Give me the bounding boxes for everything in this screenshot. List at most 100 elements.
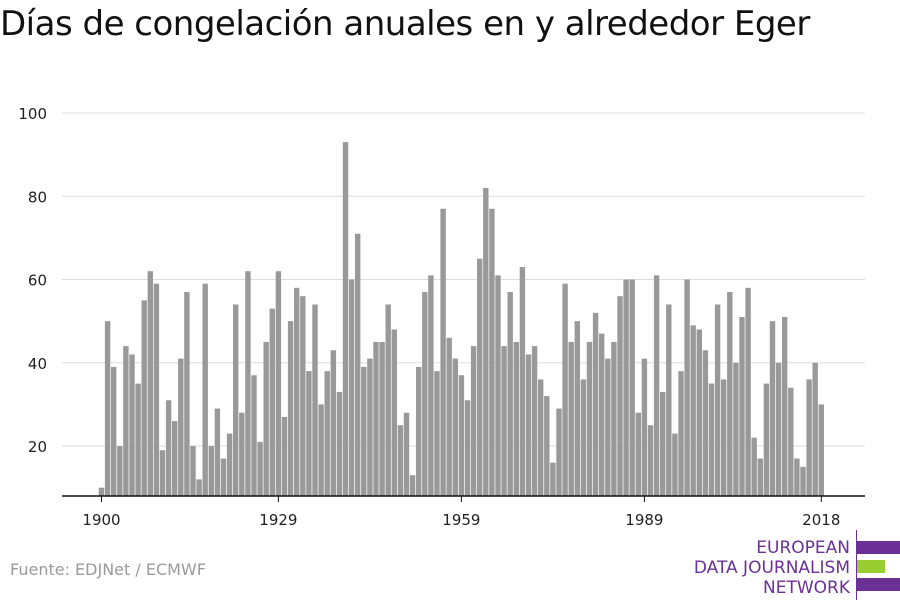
bar-1940 [342, 142, 349, 497]
bar-1995 [678, 371, 684, 496]
x-tick-label: 1959 [442, 511, 480, 529]
bar-1908 [147, 271, 153, 496]
bar-1963 [483, 187, 489, 496]
bar-1965 [495, 275, 501, 496]
bar-1970 [525, 354, 532, 496]
bar-2012 [782, 316, 788, 496]
bar-2009 [763, 383, 770, 496]
bar-1925 [251, 375, 257, 496]
y-tick-label: 40 [28, 355, 47, 373]
bar-1979 [580, 379, 587, 496]
bar-1982 [599, 333, 605, 496]
bar-1980 [586, 341, 593, 496]
bar-1927 [263, 341, 269, 496]
x-tick-label: 2018 [802, 511, 840, 529]
bar-1985 [617, 296, 623, 496]
bar-1905 [129, 354, 135, 496]
bar-1961 [470, 346, 477, 496]
bar-2016 [806, 379, 812, 496]
x-tick-label: 1900 [82, 511, 120, 529]
bar-1904 [123, 346, 129, 496]
bar-1922 [233, 304, 239, 496]
bar-1919 [214, 408, 221, 496]
bar-1991 [653, 275, 660, 496]
bar-2006 [745, 287, 751, 496]
bar-1966 [501, 346, 507, 496]
bar-1907 [141, 300, 147, 496]
bar-2002 [721, 379, 727, 496]
bar-2007 [751, 437, 757, 496]
bar-1916 [196, 479, 202, 496]
bar-1946 [379, 341, 385, 496]
logo-line-1: EUROPEAN [756, 538, 850, 558]
bar-1972 [538, 379, 544, 496]
bar-1942 [355, 233, 361, 496]
bar-1924 [245, 271, 251, 496]
bar-2000 [708, 383, 715, 496]
y-tick-label: 100 [18, 105, 47, 123]
bar-2010 [769, 321, 776, 496]
y-tick-label: 20 [28, 438, 47, 456]
bar-1929 [275, 271, 282, 496]
bar-2017 [812, 362, 818, 496]
bar-1931 [287, 321, 294, 496]
bar-1974 [550, 462, 556, 496]
bar-1912 [172, 421, 178, 496]
bar-1902 [111, 366, 117, 496]
bar-1984 [611, 341, 617, 496]
bar-1975 [556, 408, 562, 496]
bar-1997 [690, 325, 696, 496]
bar-1987 [629, 279, 635, 496]
bar-1950 [403, 412, 410, 496]
logo-bar-green [857, 560, 885, 573]
bar-1917 [202, 283, 208, 496]
bar-2013 [788, 387, 794, 496]
bar-2011 [775, 362, 782, 496]
bar-1930 [281, 416, 288, 496]
bar-1973 [544, 396, 550, 496]
bar-1936 [318, 404, 324, 496]
bar-1993 [666, 304, 672, 496]
bar-1938 [330, 350, 336, 496]
bar-1981 [592, 312, 599, 496]
bar-1934 [306, 371, 312, 496]
bar-1962 [477, 258, 483, 496]
bar-1990 [647, 425, 654, 496]
bar-1959 [458, 375, 465, 496]
bar-1988 [635, 412, 641, 496]
bar-1928 [269, 308, 275, 496]
bar-2004 [733, 362, 739, 496]
bar-1921 [226, 433, 233, 496]
bar-1933 [300, 296, 306, 496]
x-axis-ticks: 1900 1929 1959 1989 2018 [82, 496, 840, 529]
bars [98, 142, 824, 497]
bar-1913 [178, 358, 184, 496]
bar-1954 [428, 275, 434, 496]
bar-1941 [348, 279, 355, 496]
bar-1947 [385, 304, 391, 496]
bar-1971 [531, 346, 538, 496]
logo-line-3: NETWORK [763, 578, 850, 598]
bar-1983 [605, 358, 611, 496]
logo-divider [856, 530, 857, 600]
bar-1926 [257, 441, 263, 496]
bar-1903 [117, 446, 123, 496]
bar-2018 [818, 404, 824, 496]
chart-title: Días de congelación anuales en y alreded… [0, 4, 810, 44]
bar-1918 [208, 446, 214, 496]
bar-1969 [519, 267, 526, 496]
bar-1937 [324, 371, 330, 496]
bar-1976 [562, 283, 568, 496]
bar-1964 [489, 208, 495, 496]
bar-2003 [727, 292, 733, 496]
bar-1992 [660, 391, 666, 496]
bar-1909 [153, 283, 160, 496]
bar-1986 [623, 279, 629, 496]
bar-1951 [409, 475, 416, 496]
bar-1958 [452, 358, 458, 496]
bar-1900 [98, 487, 105, 496]
bar-1956 [440, 208, 446, 496]
bar-1989 [641, 358, 648, 496]
bar-1945 [373, 341, 379, 496]
logo-line-2: DATA JOURNALISM [693, 558, 850, 578]
